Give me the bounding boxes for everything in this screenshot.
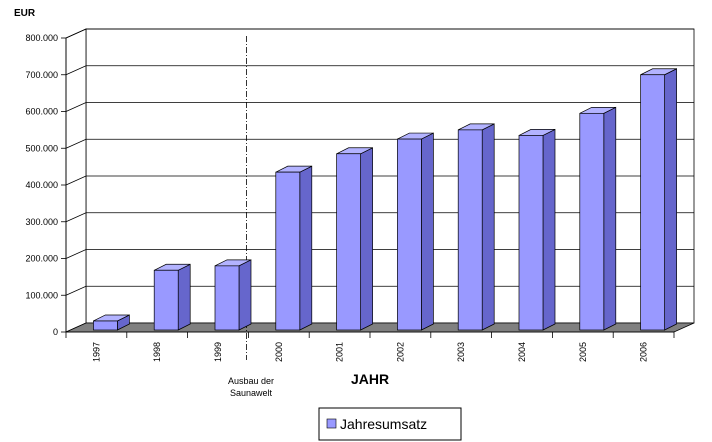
bar (640, 68, 677, 331)
legend-entry-jahresumsatz: Jahresumsatz (340, 416, 427, 432)
x-tick-label: 2005 (578, 342, 588, 362)
y-tick-label: 300.000 (25, 217, 58, 227)
bar-front (336, 153, 361, 331)
legend-box (318, 407, 462, 441)
bar (518, 128, 556, 331)
y-tick-label: 200.000 (25, 254, 58, 264)
y-tick-label: 600.000 (25, 107, 58, 117)
gridline (65, 65, 694, 76)
bar (153, 263, 191, 331)
gridline (65, 102, 694, 112)
bars-group (93, 68, 677, 331)
bar-front (153, 269, 179, 331)
y-axis-label: EUR (14, 8, 36, 19)
gridline (65, 28, 694, 39)
bar-front (214, 265, 240, 331)
annotation-label-line2: Saunawelt (230, 388, 273, 398)
bar (336, 147, 373, 331)
bar-side (360, 147, 373, 331)
x-tick-label: 2006 (639, 342, 649, 362)
y-tick-label: 400.000 (25, 180, 58, 190)
bar (457, 123, 495, 331)
legend-swatch (326, 418, 337, 429)
bar-front (93, 320, 118, 331)
y-tick-label: 0 (53, 327, 58, 337)
y-tick-label: 700.000 (25, 70, 58, 80)
bar-front (518, 135, 544, 331)
annotation-label-line1: Ausbau der (228, 376, 274, 386)
x-tick-label: 1998 (152, 342, 162, 362)
x-tick-label: 1997 (91, 342, 101, 362)
bar-side (603, 106, 617, 331)
bar-side (177, 263, 191, 331)
y-tick-label: 100.000 (25, 290, 58, 300)
bar-front (457, 129, 483, 331)
y-tick-label: 500.000 (25, 143, 58, 153)
bar-front (640, 74, 665, 331)
x-axis-label: JAHR (351, 371, 389, 387)
bar-front (275, 171, 301, 331)
x-tick-label: 2002 (395, 342, 405, 362)
bar-side (542, 128, 556, 331)
bar-front (579, 112, 605, 331)
bar-side (421, 132, 434, 331)
bar (93, 314, 130, 331)
bar (275, 165, 313, 331)
x-tick-label: 2003 (456, 342, 466, 362)
x-tick-label: 2000 (274, 342, 284, 362)
x-tick-label: 2004 (517, 342, 527, 362)
legend: Jahresumsatz (318, 407, 462, 441)
x-tick-label: 1999 (213, 342, 223, 362)
bar (397, 132, 434, 331)
x-axis: 1997 1998 1999 2000 2001 2002 2003 2004 2005 2006 (65, 331, 675, 362)
x-tick-label: 2001 (335, 342, 345, 362)
y-axis: 0 100.000 200.000 300.000 400.000 500.000 600.… (25, 33, 67, 337)
bar-side (299, 165, 313, 331)
bar (214, 259, 252, 331)
y-tick-label: 800.000 (25, 33, 58, 43)
bar-side (238, 259, 252, 331)
bar-front (397, 138, 422, 331)
bar (579, 106, 617, 331)
bar-side (481, 123, 495, 331)
bar-side (664, 68, 677, 331)
